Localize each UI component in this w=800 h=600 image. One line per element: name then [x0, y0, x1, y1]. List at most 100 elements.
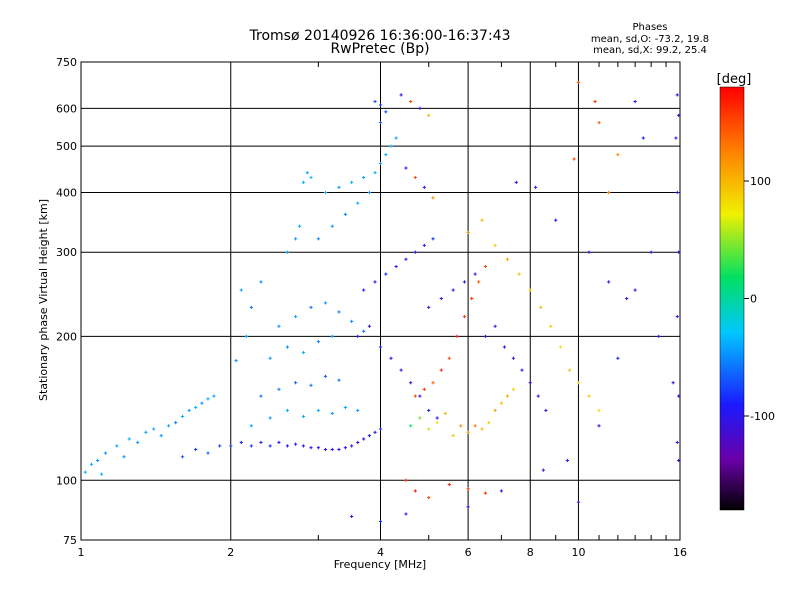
data-point — [316, 408, 320, 413]
data-point — [572, 157, 576, 161]
data-point — [641, 136, 645, 140]
data-point — [544, 408, 548, 413]
data-point — [675, 93, 679, 97]
colorbar-tick-label: 0 — [750, 293, 757, 306]
stats-line-x: mean, sd,X: 99.2, 25.4 — [593, 45, 707, 56]
data-point — [633, 288, 637, 292]
data-point — [301, 180, 306, 184]
data-point — [166, 424, 171, 428]
data-point — [356, 408, 360, 413]
data-point — [378, 345, 383, 349]
data-point — [350, 319, 354, 323]
data-point — [330, 411, 334, 416]
data-point — [229, 444, 233, 448]
data-point — [487, 421, 491, 425]
data-point — [539, 305, 543, 309]
data-point — [218, 444, 222, 448]
data-point — [194, 405, 198, 410]
data-point — [517, 272, 521, 276]
data-point — [422, 243, 426, 248]
data-point — [268, 444, 272, 448]
data-point — [378, 427, 383, 431]
data-point — [356, 334, 360, 338]
data-point — [373, 171, 377, 175]
grid — [81, 62, 680, 540]
data-point — [511, 356, 516, 360]
data-point — [443, 411, 447, 416]
data-point — [323, 374, 328, 378]
data-point — [323, 190, 328, 195]
data-point — [206, 451, 210, 455]
data-point — [674, 136, 678, 140]
data-point — [427, 427, 431, 431]
data-point — [337, 378, 341, 382]
data-point — [505, 257, 510, 261]
data-point — [337, 310, 341, 314]
data-point — [244, 334, 248, 338]
data-point — [122, 455, 126, 459]
data-point — [293, 381, 298, 385]
data-point — [462, 315, 467, 319]
data-point — [431, 381, 435, 385]
data-point — [259, 394, 263, 398]
data-point — [466, 230, 470, 235]
data-point — [99, 472, 104, 476]
data-point — [607, 190, 611, 195]
data-point — [144, 430, 148, 434]
x-tick-label: 6 — [465, 546, 472, 559]
data-point — [362, 175, 366, 180]
y-tick-label: 100 — [56, 474, 77, 487]
data-point — [234, 358, 238, 363]
data-point — [493, 408, 497, 413]
y-tick-label: 400 — [56, 186, 77, 199]
data-point — [301, 414, 306, 419]
data-point — [435, 421, 439, 425]
data-point — [378, 519, 383, 524]
data-point — [309, 446, 313, 450]
data-point — [293, 237, 298, 241]
data-point — [470, 296, 474, 301]
data-point — [309, 175, 313, 180]
data-point — [671, 381, 675, 385]
x-tick-label: 16 — [673, 546, 687, 559]
data-point — [409, 424, 413, 428]
data-point — [427, 408, 431, 413]
data-point — [293, 442, 298, 446]
data-point — [277, 324, 281, 328]
data-point — [174, 421, 178, 425]
data-point — [493, 324, 497, 328]
data-point — [337, 447, 341, 452]
data-point — [451, 434, 455, 438]
data-point — [293, 315, 298, 319]
data-point — [422, 185, 426, 189]
data-point — [394, 264, 398, 269]
data-point — [565, 458, 569, 463]
data-point — [587, 394, 591, 398]
data-point — [536, 394, 540, 398]
data-point — [350, 514, 354, 519]
data-point — [528, 381, 532, 385]
data-point — [259, 280, 263, 284]
data-point — [607, 280, 611, 284]
colorbar-label: [deg] — [717, 72, 752, 87]
x-tick-label: 8 — [527, 546, 534, 559]
stats-title: Phases — [632, 22, 667, 33]
x-tick-label: 10 — [571, 546, 585, 559]
data-point — [384, 110, 388, 114]
data-point — [576, 381, 581, 385]
data-point — [297, 224, 302, 228]
data-point — [367, 190, 372, 195]
data-point — [404, 166, 408, 170]
data-point — [558, 345, 563, 349]
data-point — [439, 368, 443, 372]
data-point — [422, 387, 426, 391]
data-point — [305, 171, 309, 175]
data-point — [330, 447, 334, 452]
data-point — [180, 414, 185, 419]
data-point — [259, 440, 263, 445]
x-tick-label: 1 — [78, 546, 85, 559]
data-point — [394, 136, 398, 140]
data-point — [159, 434, 163, 438]
data-point — [520, 368, 524, 372]
data-point — [384, 272, 388, 276]
